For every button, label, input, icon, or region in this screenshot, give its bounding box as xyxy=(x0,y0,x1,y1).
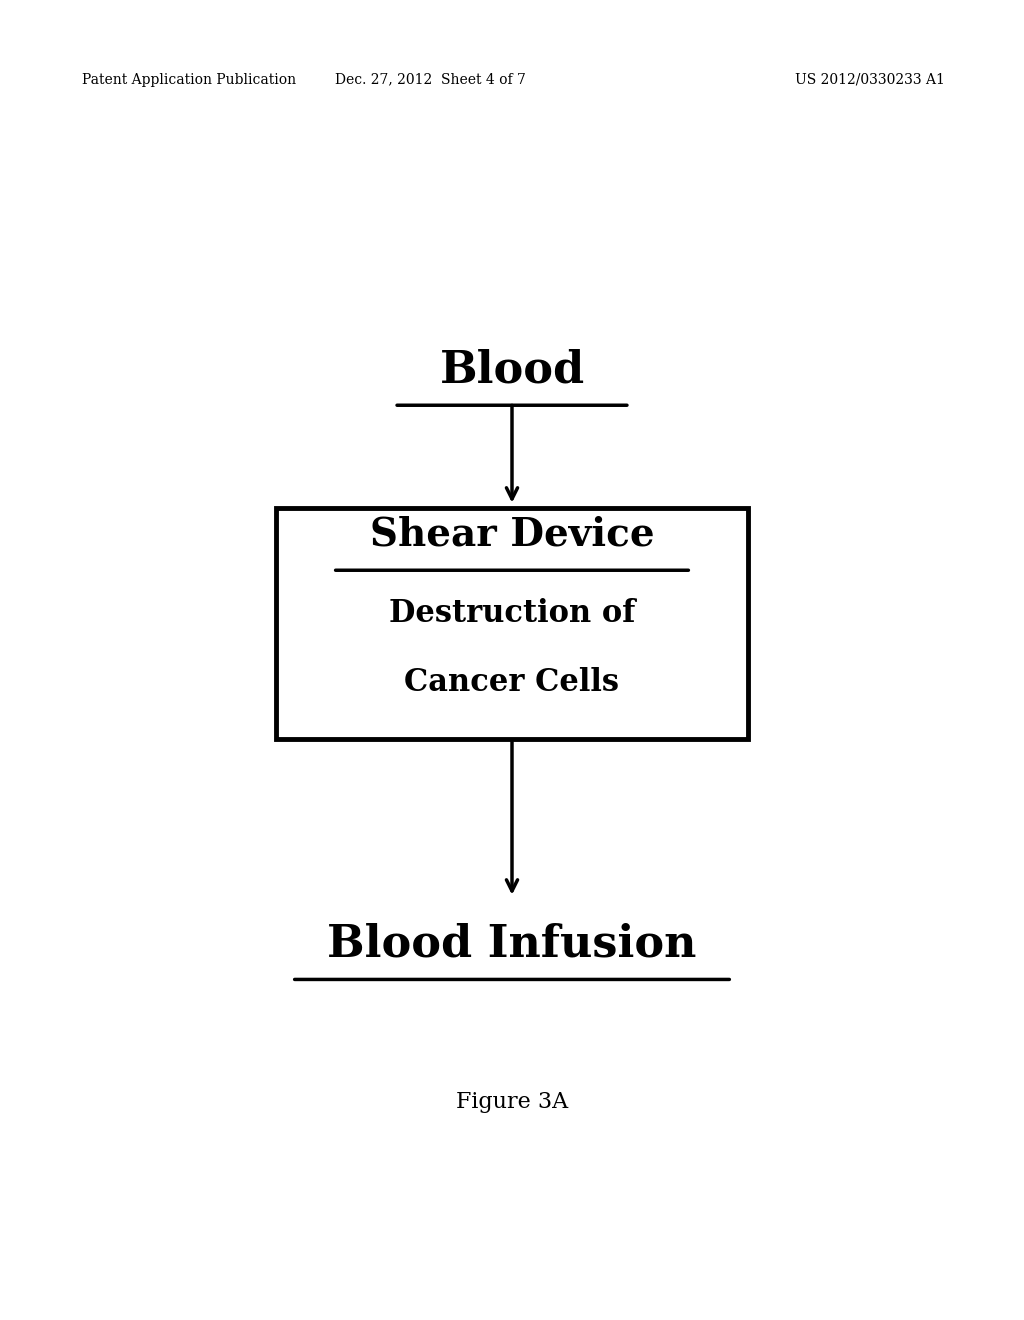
Text: Dec. 27, 2012  Sheet 4 of 7: Dec. 27, 2012 Sheet 4 of 7 xyxy=(335,73,525,87)
Text: Cancer Cells: Cancer Cells xyxy=(404,667,620,698)
Text: Shear Device: Shear Device xyxy=(370,516,654,553)
Text: Blood Infusion: Blood Infusion xyxy=(328,923,696,965)
Text: Destruction of: Destruction of xyxy=(389,598,635,630)
Text: Figure 3A: Figure 3A xyxy=(456,1092,568,1113)
Text: US 2012/0330233 A1: US 2012/0330233 A1 xyxy=(796,73,945,87)
Text: Blood: Blood xyxy=(439,348,585,391)
FancyBboxPatch shape xyxy=(276,508,748,739)
Text: Patent Application Publication: Patent Application Publication xyxy=(82,73,296,87)
